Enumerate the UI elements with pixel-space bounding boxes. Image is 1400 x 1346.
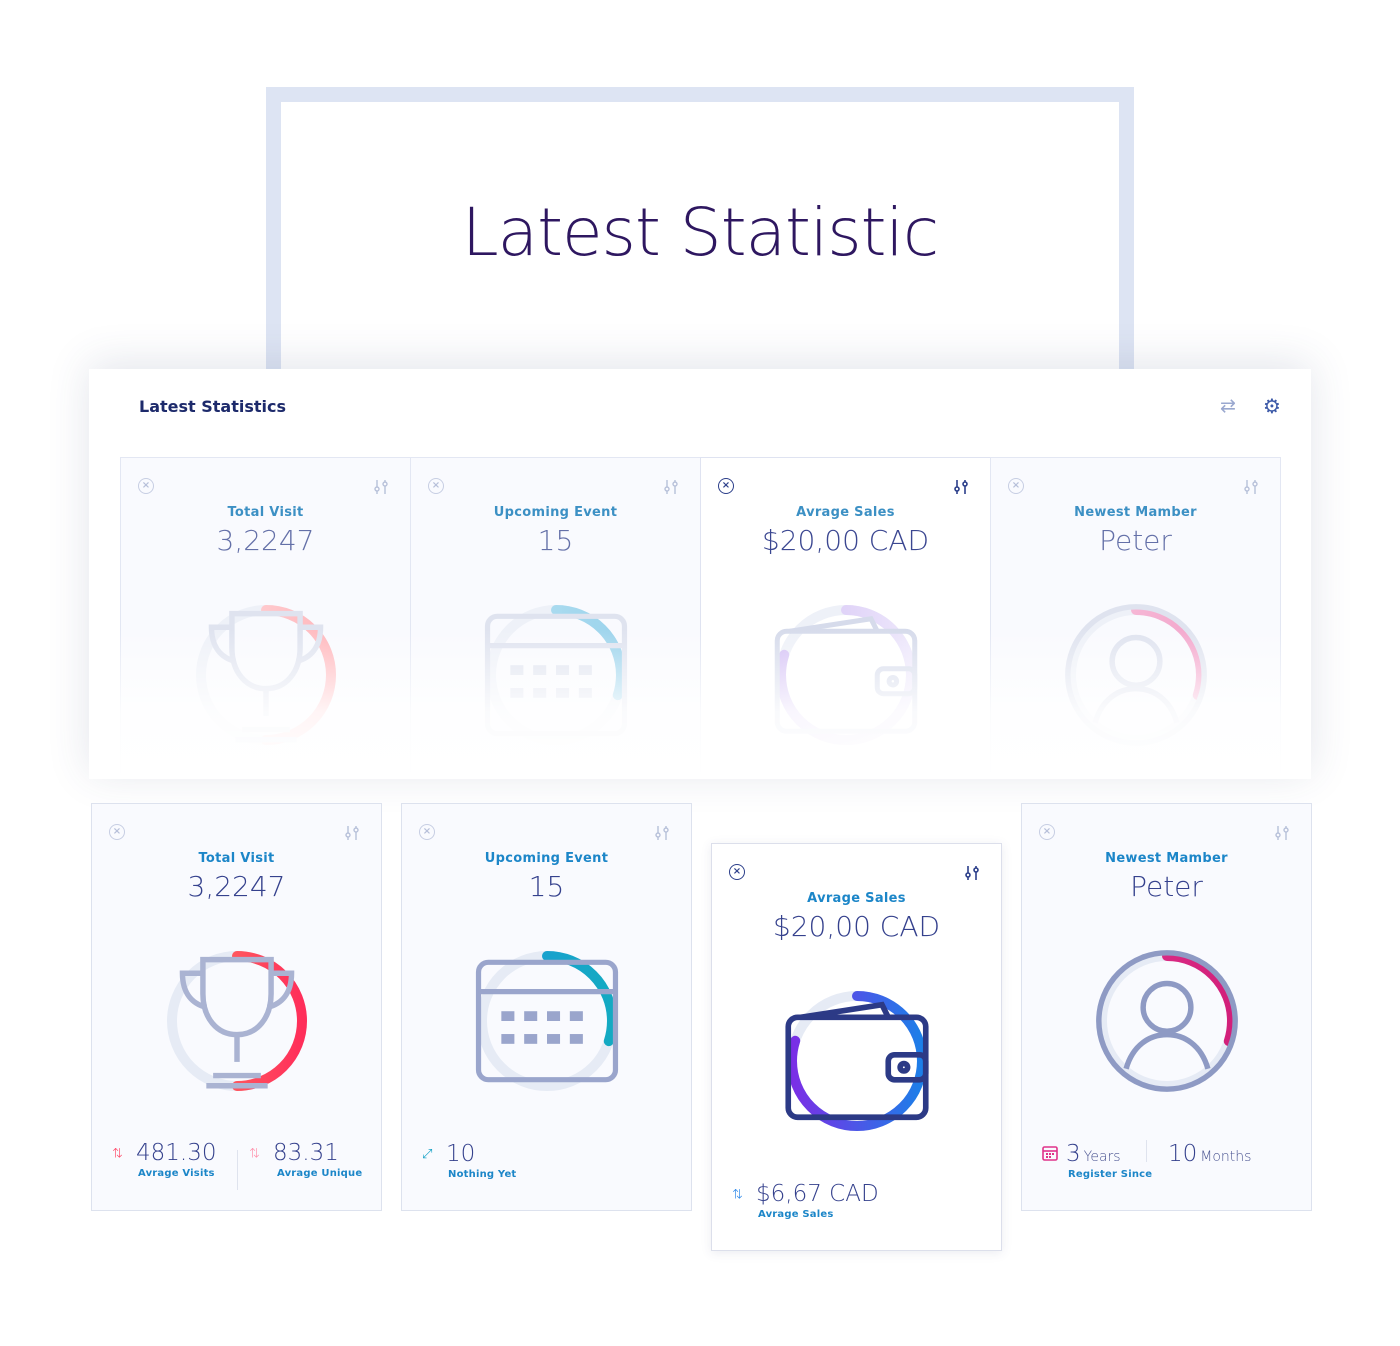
- close-icon[interactable]: ×: [428, 478, 444, 494]
- calendar-icon: [472, 946, 622, 1096]
- stat-value: 3: [1066, 1141, 1081, 1167]
- progress-ring: [1061, 600, 1211, 750]
- stat-average-unique: ⇅ 83.31 Avrage Unique: [249, 1140, 362, 1179]
- card-value: 3,2247: [216, 524, 315, 557]
- trophy-icon: [162, 946, 312, 1096]
- card-label: Avrage Sales: [807, 891, 906, 906]
- card-value: Peter: [1130, 870, 1203, 903]
- card-newest-member: × Newest Mamber Peter 3 Years Register Si…: [1021, 803, 1312, 1211]
- close-icon[interactable]: ×: [109, 824, 125, 840]
- stat-register-years: 3 Years Register Since: [1042, 1141, 1152, 1180]
- card-value: 15: [537, 524, 574, 557]
- stat-label: Avrage Sales: [758, 1209, 834, 1220]
- card-total-visit: × Total Visit 3,2247 ⇅ 481.30 Avrage Visi…: [91, 803, 382, 1211]
- trend-arrow-icon: ⇅: [732, 1187, 743, 1202]
- card-upcoming-event: × Upcoming Event 15 ⤢ 10 Nothing Yet: [401, 803, 692, 1211]
- adjust-icon[interactable]: [963, 864, 981, 882]
- ring-progress: [477, 951, 617, 1091]
- card-label: Total Visit: [198, 851, 275, 866]
- stat-nothing-yet: ⤢ 10 Nothing Yet: [422, 1141, 516, 1180]
- close-icon[interactable]: ×: [138, 478, 154, 494]
- card-label: Avrage Sales: [796, 505, 895, 520]
- progress-ring: [782, 986, 932, 1136]
- adjust-icon[interactable]: [952, 478, 970, 496]
- stat-label: Avrage Visits: [138, 1168, 215, 1179]
- stat-value: 10: [446, 1141, 476, 1167]
- stat-value: 481.30: [136, 1140, 217, 1166]
- ring-svg: [787, 991, 927, 1131]
- close-icon[interactable]: ×: [1008, 478, 1024, 494]
- adjust-icon[interactable]: [662, 478, 680, 496]
- card-value: Peter: [1099, 524, 1172, 557]
- close-icon[interactable]: ×: [1039, 824, 1055, 840]
- stat-label: Avrage Unique: [277, 1168, 363, 1179]
- stat-label: Nothing Yet: [448, 1169, 517, 1180]
- stat-value: 83.31: [273, 1140, 339, 1166]
- card-average-sales: × Avrage Sales $20,00 CAD ⇅ $6,67 CAD Avr…: [711, 843, 1002, 1251]
- stat-register-months: 10 Months: [1168, 1141, 1251, 1167]
- card-value: 3,2247: [187, 870, 286, 903]
- adjust-icon[interactable]: [372, 478, 390, 496]
- ring-progress: [1097, 951, 1237, 1091]
- progress-ring: [162, 946, 312, 1096]
- stat-value: $6,67 CAD: [756, 1181, 879, 1207]
- divider: [237, 1150, 238, 1190]
- stat-unit: Years: [1083, 1149, 1121, 1165]
- progress-ring: [481, 600, 631, 750]
- trend-arrow-icon: ⤢: [422, 1147, 433, 1162]
- close-icon[interactable]: ×: [718, 478, 734, 494]
- panel-title: Latest Statistics: [139, 397, 286, 416]
- gear-icon[interactable]: ⚙: [1263, 394, 1281, 418]
- hero-title: Latest Statistic: [461, 194, 939, 271]
- close-icon[interactable]: ×: [419, 824, 435, 840]
- divider: [1146, 1140, 1147, 1162]
- card-value: 15: [528, 870, 565, 903]
- stat-average-sales: ⇅ $6,67 CAD Avrage Sales: [732, 1181, 879, 1220]
- ring-progress: [787, 991, 927, 1131]
- refresh-icon[interactable]: ⇄: [1220, 395, 1236, 417]
- wallet-icon: [782, 986, 932, 1136]
- ring-svg: [1097, 951, 1237, 1091]
- panel-card-total-visit: × Total Visit 3,2247: [120, 457, 411, 779]
- close-icon[interactable]: ×: [729, 864, 745, 880]
- progress-ring: [771, 600, 921, 750]
- adjust-icon[interactable]: [653, 824, 671, 842]
- panel-card-newest-member: × Newest Mamber Peter: [990, 457, 1281, 779]
- card-label: Upcoming Event: [493, 505, 618, 520]
- adjust-icon[interactable]: [1273, 824, 1291, 842]
- card-label: Upcoming Event: [484, 851, 609, 866]
- progress-ring: [472, 946, 622, 1096]
- card-label: Total Visit: [227, 505, 304, 520]
- trophy-icon: [191, 600, 341, 750]
- stat-unit: Months: [1200, 1149, 1252, 1165]
- user-icon: [1092, 946, 1242, 1096]
- ring-svg: [477, 951, 617, 1091]
- adjust-icon[interactable]: [343, 824, 361, 842]
- card-label: Newest Mamber: [1105, 851, 1228, 866]
- progress-ring: [1092, 946, 1242, 1096]
- calendar-icon: [481, 600, 631, 750]
- trend-arrow-icon: ⇅: [112, 1146, 123, 1161]
- panel-card-upcoming-event: × Upcoming Event 15: [410, 457, 701, 779]
- adjust-icon[interactable]: [1242, 478, 1260, 496]
- card-label: Newest Mamber: [1074, 505, 1197, 520]
- user-icon: [1061, 600, 1211, 750]
- calendar-icon: [1042, 1145, 1060, 1165]
- statistics-panel: Latest Statistics ⇄ ⚙ × Total Visit 3,22…: [89, 369, 1311, 779]
- card-value: $20,00 CAD: [772, 910, 941, 943]
- stat-value: 10: [1168, 1141, 1198, 1167]
- panel-card-average-sales: × Avrage Sales $20,00 CAD: [700, 457, 991, 779]
- progress-ring: [191, 600, 341, 750]
- stat-average-visits: ⇅ 481.30 Avrage Visits: [112, 1140, 216, 1179]
- trend-arrow-icon: ⇅: [249, 1146, 260, 1161]
- hero-frame: Latest Statistic: [266, 87, 1134, 387]
- stat-label: Register Since: [1068, 1169, 1153, 1180]
- card-value: $20,00 CAD: [761, 524, 930, 557]
- wallet-icon: [771, 600, 921, 750]
